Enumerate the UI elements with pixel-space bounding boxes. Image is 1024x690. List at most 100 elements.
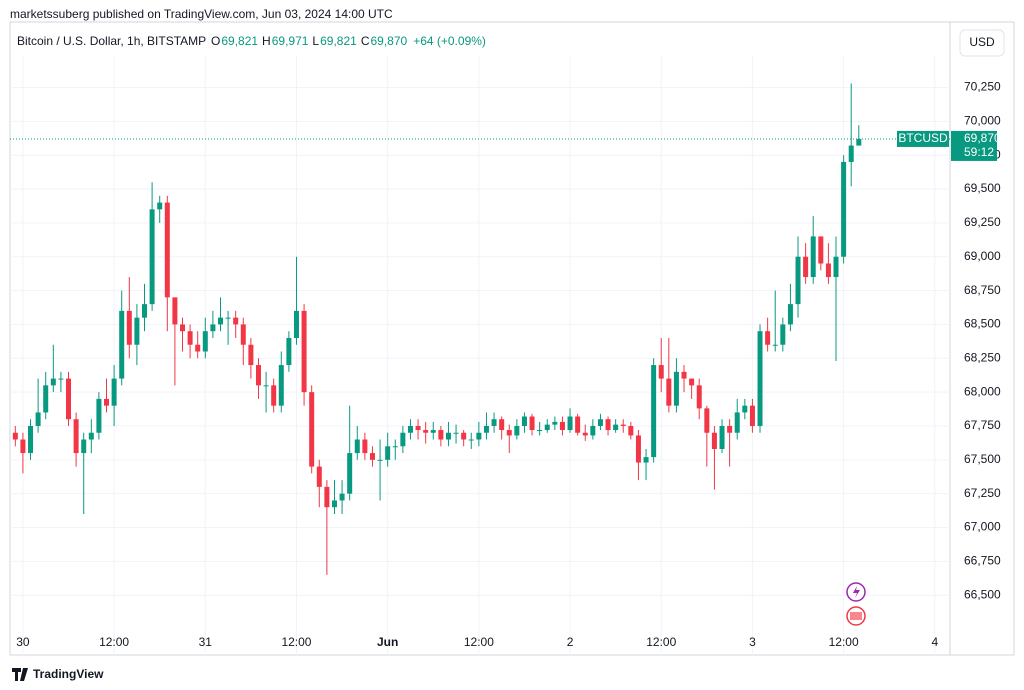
candle-body bbox=[81, 439, 87, 454]
candle-body bbox=[544, 424, 550, 431]
candle-body bbox=[491, 419, 497, 426]
candle-body bbox=[605, 419, 611, 431]
candle-body bbox=[293, 310, 299, 338]
axes: 66,500 66,750 67,000 67,250 67,500 67,750 68,0… bbox=[16, 80, 1001, 650]
candle-body bbox=[104, 398, 110, 406]
y-tick-label: 68,000 bbox=[964, 384, 1001, 398]
ohlc-legend: O 69,821 H 69,971 L 69,821 C 69,870 +64 (+0.09%) bbox=[211, 34, 486, 48]
candle-body bbox=[263, 385, 269, 387]
countdown: 59:12 bbox=[964, 145, 994, 159]
symbol-tag-text: BTCUSD bbox=[898, 131, 948, 145]
candle-body bbox=[35, 412, 41, 426]
candle-body bbox=[271, 385, 277, 406]
candle-body bbox=[514, 425, 520, 436]
x-tick-label: Jun bbox=[377, 635, 398, 649]
candle-body bbox=[157, 202, 163, 210]
candle-body bbox=[613, 424, 619, 431]
candle-body bbox=[255, 365, 261, 386]
candle-body bbox=[795, 256, 801, 305]
candle-body bbox=[620, 424, 626, 426]
candle-body bbox=[233, 317, 239, 325]
candle-body bbox=[225, 317, 231, 319]
candle-body bbox=[529, 416, 535, 431]
x-tick-label: 12:00 bbox=[464, 635, 494, 649]
candle-body bbox=[696, 385, 702, 409]
candle-body bbox=[430, 430, 436, 433]
currency-button[interactable] bbox=[959, 29, 1005, 57]
candle-body bbox=[43, 385, 49, 413]
candle-body bbox=[780, 324, 786, 345]
candle-body bbox=[765, 331, 771, 345]
candle-body bbox=[483, 425, 489, 433]
y-tick-label: 67,750 bbox=[964, 418, 1001, 432]
candle-body bbox=[772, 344, 778, 346]
candle-body bbox=[126, 310, 132, 345]
grid bbox=[10, 55, 950, 655]
candle-body bbox=[248, 344, 254, 366]
x-tick-label: 31 bbox=[199, 635, 213, 649]
candle-body bbox=[468, 439, 474, 441]
candle-body bbox=[825, 263, 831, 278]
candle-body bbox=[575, 416, 581, 433]
candle-body bbox=[362, 439, 368, 454]
candle-body bbox=[20, 439, 26, 454]
last-price: 69,870 bbox=[964, 131, 1001, 145]
candle-body bbox=[681, 371, 687, 379]
candle-body bbox=[164, 202, 170, 298]
candle-body bbox=[666, 378, 672, 406]
candle-body bbox=[385, 446, 391, 460]
candle-body bbox=[324, 486, 330, 508]
candle-body bbox=[217, 317, 223, 325]
candle-body bbox=[73, 419, 79, 454]
candle-body bbox=[628, 425, 634, 436]
y-tick-label: 66,750 bbox=[964, 554, 1001, 568]
candle-body bbox=[309, 392, 315, 467]
candle-body bbox=[787, 304, 793, 325]
candle-body bbox=[240, 324, 246, 345]
candle-body bbox=[651, 365, 657, 458]
candle-body bbox=[66, 378, 72, 420]
x-tick-label: 3 bbox=[749, 635, 756, 649]
candle-body bbox=[658, 365, 664, 379]
candle-body bbox=[689, 378, 695, 386]
candles bbox=[10, 83, 950, 575]
lightning-icon bbox=[853, 586, 860, 598]
candle-body bbox=[339, 493, 345, 501]
candle-body bbox=[704, 408, 710, 433]
candle-body bbox=[711, 432, 717, 449]
candle-body bbox=[757, 331, 763, 426]
candle-body bbox=[445, 432, 451, 440]
candle-body bbox=[810, 236, 816, 278]
candle-body bbox=[96, 398, 102, 433]
candle-body bbox=[202, 331, 208, 352]
candle-body bbox=[149, 209, 155, 305]
candle-body bbox=[400, 432, 406, 447]
tradingview-logo bbox=[12, 668, 28, 681]
legend-key: H bbox=[262, 34, 271, 48]
symbol-tag bbox=[897, 130, 949, 147]
legend-value: 69,870 bbox=[370, 34, 407, 48]
y-tick-label: 67,250 bbox=[964, 486, 1001, 500]
y-tick-label: 70,000 bbox=[964, 114, 1001, 128]
attribution: marketssuberg published on TradingView.c… bbox=[10, 7, 393, 21]
candle-body bbox=[803, 256, 809, 278]
legend-value: 69,821 bbox=[320, 34, 357, 48]
legend-key: L bbox=[312, 34, 319, 48]
candle-body bbox=[856, 138, 862, 146]
candle-body bbox=[50, 378, 56, 386]
candle-body bbox=[354, 439, 360, 454]
candle-body bbox=[848, 145, 854, 162]
candle-body bbox=[590, 425, 596, 436]
candle-body bbox=[377, 459, 383, 461]
currency: USD bbox=[969, 35, 995, 49]
candle-body bbox=[407, 425, 413, 433]
candle-body bbox=[582, 432, 588, 436]
candle-body bbox=[119, 310, 125, 379]
candle-body bbox=[195, 344, 201, 352]
y-tick-label: 68,500 bbox=[964, 317, 1001, 331]
candle-body bbox=[597, 419, 603, 426]
candle-body bbox=[12, 432, 18, 440]
flag-icon bbox=[850, 612, 862, 620]
